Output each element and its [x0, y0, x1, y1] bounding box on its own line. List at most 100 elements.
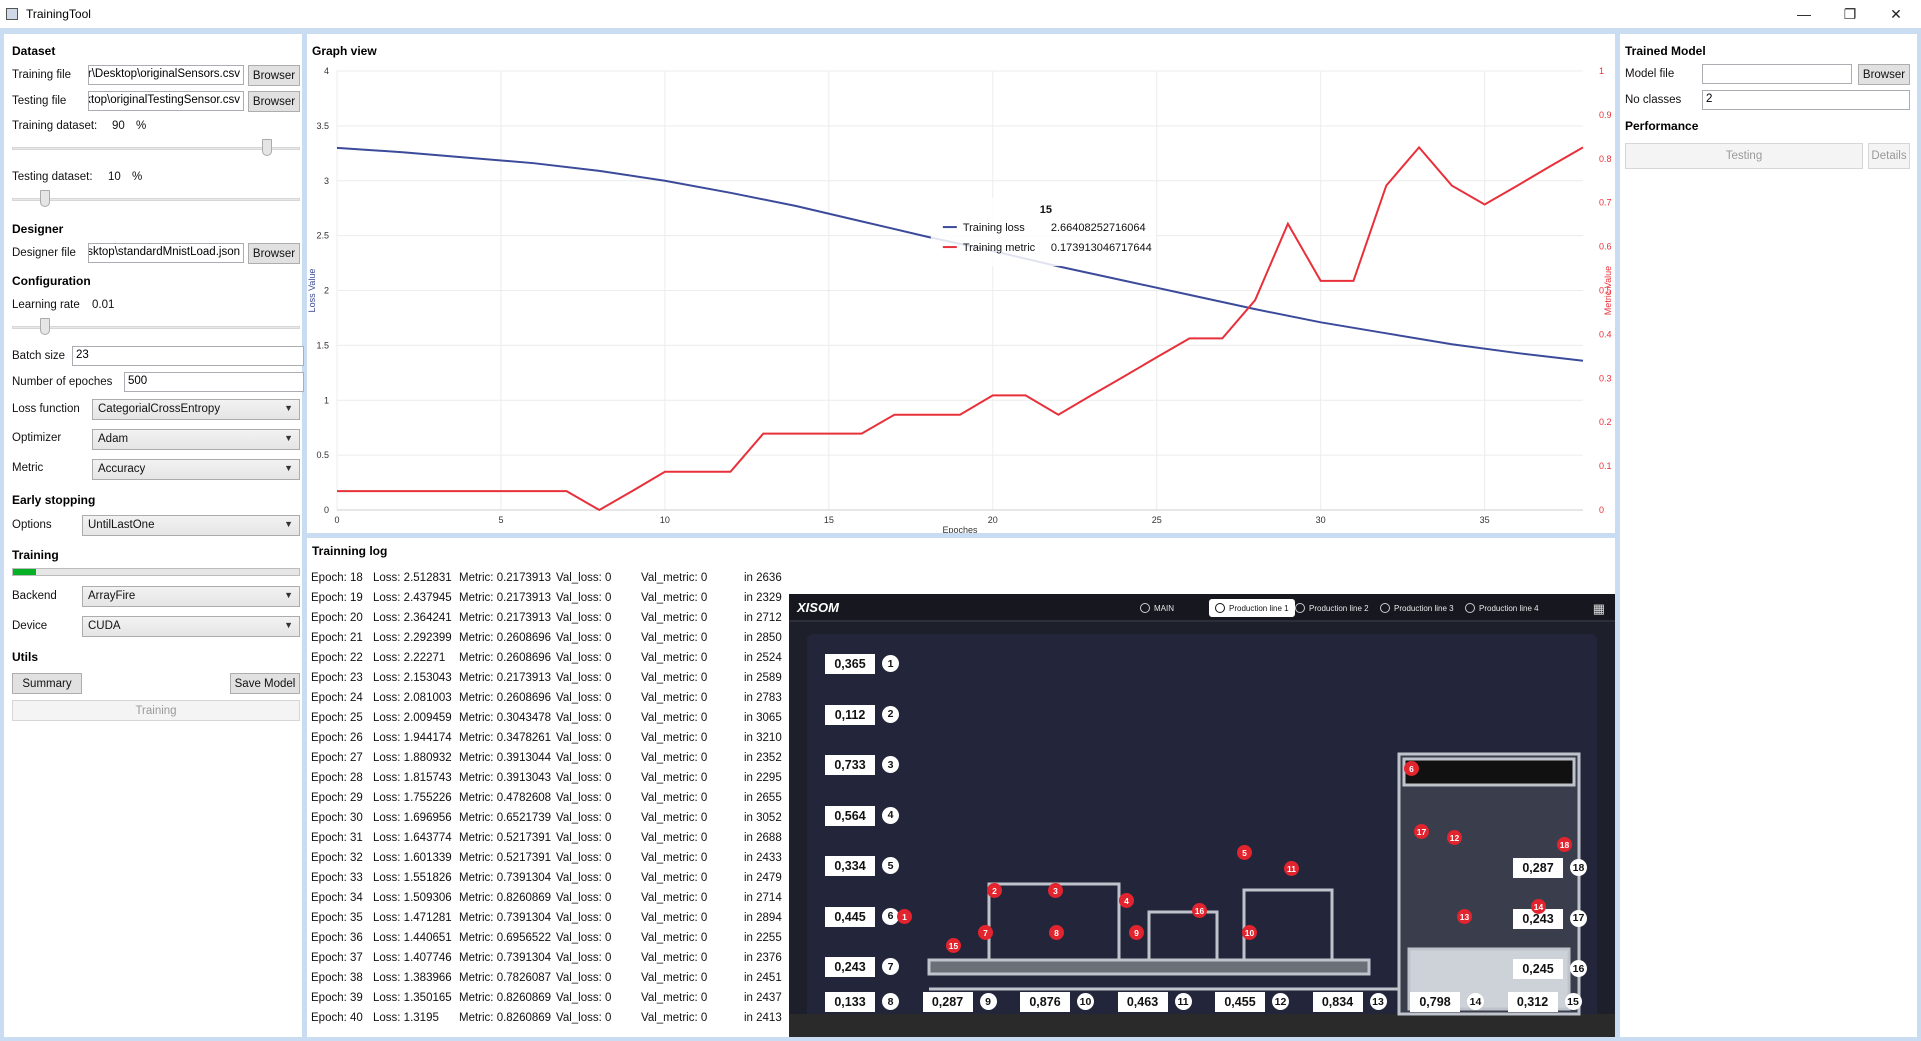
hmi-value-number: 9 [979, 993, 997, 1010]
log-epoch: Epoch: 31 [311, 832, 363, 844]
log-val-metric: Val_metric: 0 [641, 872, 708, 884]
hmi-marker: 9 [1129, 925, 1144, 940]
log-row[interactable]: Epoch: 33 Loss: 1.551826 Metric: 0.7391304… [311, 868, 796, 888]
log-row[interactable]: Epoch: 19 Loss: 2.437945 Metric: 0.2173913… [311, 588, 796, 608]
restore-button[interactable]: ❐ [1843, 5, 1857, 22]
log-val-loss: Val_loss: 0 [556, 812, 612, 824]
epochs-input[interactable]: 500 [124, 372, 304, 392]
log-row[interactable]: Epoch: 21 Loss: 2.292399 Metric: 0.2608696… [311, 628, 796, 648]
log-val-metric: Val_metric: 0 [641, 652, 708, 664]
hmi-screenshot-image: XISOM MAIN Production line 1 Production li… [789, 594, 1615, 1037]
log-row[interactable]: Epoch: 26 Loss: 1.944174 Metric: 0.3478261… [311, 728, 796, 748]
log-val-metric: Val_metric: 0 [641, 1012, 708, 1024]
optimizer-select[interactable]: Adam ▼ [92, 429, 300, 450]
log-row[interactable]: Epoch: 40 Loss: 1.3195 Metric: 0.8260869 Va… [311, 1008, 796, 1028]
log-row[interactable]: Epoch: 20 Loss: 2.364241 Metric: 0.2173913… [311, 608, 796, 628]
testing-dataset-slider[interactable] [12, 189, 300, 209]
log-row[interactable]: Epoch: 39 Loss: 1.350165 Metric: 0.8260869… [311, 988, 796, 1008]
log-row[interactable]: Epoch: 35 Loss: 1.471281 Metric: 0.7391304… [311, 908, 796, 928]
training-button[interactable]: Training [12, 700, 300, 721]
close-button[interactable]: ✕ [1890, 5, 1902, 22]
details-button[interactable]: Details [1868, 143, 1910, 169]
log-epoch: Epoch: 27 [311, 752, 363, 764]
log-time: in 2636 [744, 572, 782, 584]
configuration-heading: Configuration [12, 274, 91, 288]
log-loss: Loss: 1.880932 [373, 752, 452, 764]
log-time: in 2329 [744, 592, 782, 604]
log-time: in 2413 [744, 1012, 782, 1024]
loss-function-value: CategorialCrossEntropy [98, 403, 221, 415]
log-row[interactable]: Epoch: 24 Loss: 2.081003 Metric: 0.2608696… [311, 688, 796, 708]
learning-rate-slider[interactable] [12, 317, 300, 337]
utils-heading: Utils [12, 650, 39, 664]
hmi-value: 0,112 [825, 704, 875, 725]
slider-thumb[interactable] [39, 190, 50, 207]
log-row[interactable]: Epoch: 36 Loss: 1.440651 Metric: 0.6956522… [311, 928, 796, 948]
testing-file-input[interactable]: C:\Users\user\Desktop\originalTestingSen… [88, 91, 244, 111]
designer-file-browse-button[interactable]: Browser [248, 243, 300, 264]
hmi-tab-icon [1295, 603, 1305, 613]
device-select[interactable]: CUDA ▼ [82, 616, 300, 637]
slider-thumb[interactable] [262, 139, 273, 156]
log-row[interactable]: Epoch: 32 Loss: 1.601339 Metric: 0.5217391… [311, 848, 796, 868]
log-row[interactable]: Epoch: 30 Loss: 1.696956 Metric: 0.6521739… [311, 808, 796, 828]
x-tick-label: 0 [334, 515, 339, 525]
model-file-input[interactable] [1702, 64, 1852, 84]
log-row[interactable]: Epoch: 23 Loss: 2.153043 Metric: 0.2173913… [311, 668, 796, 688]
log-time: in 2437 [744, 992, 782, 1004]
training-dataset-slider[interactable] [12, 138, 300, 158]
log-row[interactable]: Epoch: 25 Loss: 2.009459 Metric: 0.3043478… [311, 708, 796, 728]
training-file-browse-button[interactable]: Browser [248, 65, 300, 86]
slider-thumb[interactable] [39, 318, 50, 335]
minimize-button[interactable]: — [1797, 6, 1811, 22]
testing-file-browse-button[interactable]: Browser [248, 91, 300, 112]
log-list[interactable]: Epoch: 18 Loss: 2.512831 Metric: 0.2173913… [311, 568, 796, 1034]
log-val-loss: Val_loss: 0 [556, 952, 612, 964]
y2-tick-label: 0.5 [1599, 286, 1612, 296]
summary-button[interactable]: Summary [12, 673, 82, 694]
hmi-tab: Production line 1 [1209, 599, 1295, 617]
log-loss: Loss: 1.944174 [373, 732, 452, 744]
log-loss: Loss: 1.755226 [373, 792, 452, 804]
hmi-marker: 8 [1049, 925, 1064, 940]
tooltip-title: 15 [1040, 204, 1052, 216]
log-epoch: Epoch: 25 [311, 712, 363, 724]
log-row[interactable]: Epoch: 38 Loss: 1.383966 Metric: 0.7826087… [311, 968, 796, 988]
hmi-tab-icon [1465, 603, 1475, 613]
loss-function-select[interactable]: CategorialCrossEntropy ▼ [92, 399, 300, 420]
graph-panel: Graph view 0 5 10 15 20 25 30 35 0 0.5 1 1.5 2 2.5 3 3.… [307, 34, 1615, 533]
metric-select[interactable]: Accuracy ▼ [92, 459, 300, 480]
log-loss: Loss: 2.22271 [373, 652, 446, 664]
hmi-value: 0,133 [825, 992, 875, 1012]
y2-tick-label: 0.8 [1599, 154, 1612, 164]
hmi-marker: 7 [978, 925, 993, 940]
log-time: in 2783 [744, 692, 782, 704]
model-file-browse-button[interactable]: Browser [1858, 64, 1910, 85]
early-stopping-select[interactable]: UntilLastOne ▼ [82, 515, 300, 536]
x-tick-label: 20 [988, 515, 998, 525]
log-row[interactable]: Epoch: 22 Loss: 2.22271 Metric: 0.2608696 V… [311, 648, 796, 668]
log-time: in 2894 [744, 912, 782, 924]
training-file-input[interactable]: C:\Users\user\Desktop\originalSensors.cs… [88, 65, 244, 85]
hmi-tab-label: Production line 1 [1229, 603, 1289, 613]
testing-button[interactable]: Testing [1625, 143, 1863, 169]
save-model-button[interactable]: Save Model [230, 673, 300, 694]
log-row[interactable]: Epoch: 27 Loss: 1.880932 Metric: 0.3913044… [311, 748, 796, 768]
designer-file-input[interactable]: C:\Users\user\Desktop\standardMnistLoad.… [88, 243, 244, 263]
log-row[interactable]: Epoch: 37 Loss: 1.407746 Metric: 0.7391304… [311, 948, 796, 968]
y-tick-label: 2 [324, 286, 329, 296]
log-row[interactable]: Epoch: 29 Loss: 1.755226 Metric: 0.4782608… [311, 788, 796, 808]
backend-select[interactable]: ArrayFire ▼ [82, 586, 300, 607]
log-row[interactable]: Epoch: 31 Loss: 1.643774 Metric: 0.5217391… [311, 828, 796, 848]
log-val-metric: Val_metric: 0 [641, 592, 708, 604]
log-loss: Loss: 1.440651 [373, 932, 452, 944]
batch-size-input[interactable]: 23 [72, 346, 304, 366]
log-loss: Loss: 1.643774 [373, 832, 452, 844]
log-row[interactable]: Epoch: 28 Loss: 1.815743 Metric: 0.3913043… [311, 768, 796, 788]
log-row[interactable]: Epoch: 34 Loss: 1.509306 Metric: 0.8260869… [311, 888, 796, 908]
no-classes-input[interactable]: 2 [1702, 90, 1910, 110]
tooltip-series-name: Training loss [963, 222, 1025, 234]
hmi-value-number: 5 [882, 857, 899, 874]
log-row[interactable]: Epoch: 18 Loss: 2.512831 Metric: 0.2173913… [311, 568, 796, 588]
hmi-value: 0,445 [825, 906, 875, 927]
